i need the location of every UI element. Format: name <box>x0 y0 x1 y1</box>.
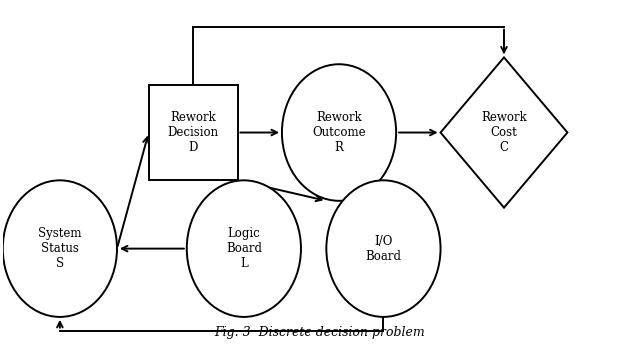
FancyBboxPatch shape <box>148 85 237 180</box>
Ellipse shape <box>326 180 440 317</box>
Polygon shape <box>440 57 568 208</box>
Text: Logic
Board
L: Logic Board L <box>226 227 262 270</box>
Text: I/O
Board: I/O Board <box>365 235 401 263</box>
Ellipse shape <box>282 64 396 201</box>
Text: Rework
Decision
D: Rework Decision D <box>168 111 219 154</box>
Text: Fig. 3  Discrete decision problem: Fig. 3 Discrete decision problem <box>214 327 426 339</box>
Text: System
Status
S: System Status S <box>38 227 82 270</box>
Text: Rework
Outcome
R: Rework Outcome R <box>312 111 366 154</box>
Ellipse shape <box>187 180 301 317</box>
Text: Rework
Cost
C: Rework Cost C <box>481 111 527 154</box>
Ellipse shape <box>3 180 117 317</box>
